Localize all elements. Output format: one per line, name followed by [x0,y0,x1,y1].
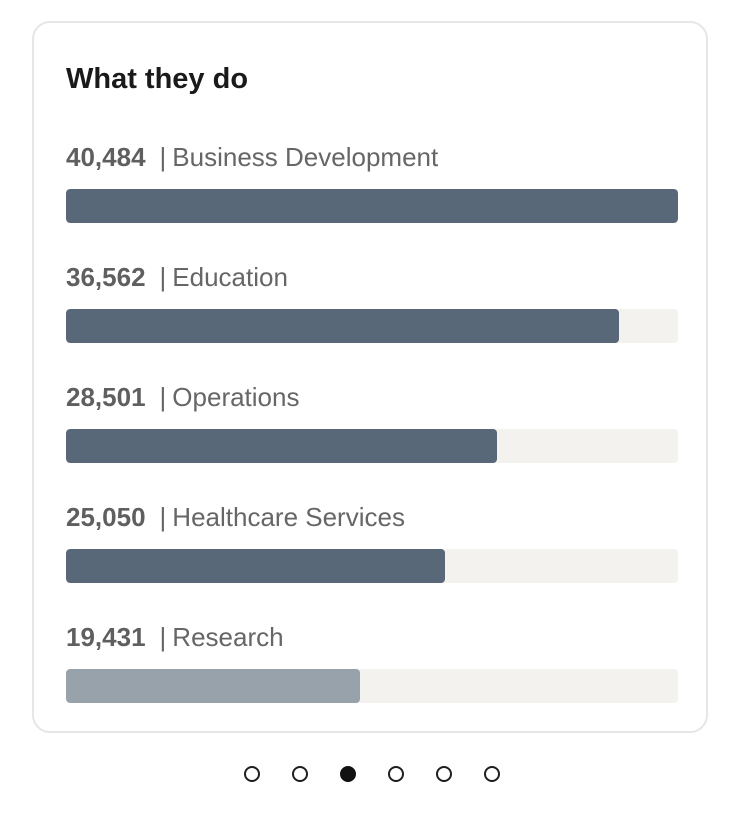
bar [66,549,445,583]
pagination-dot[interactable] [244,766,260,782]
pagination-dot[interactable] [436,766,452,782]
pagination-dot[interactable] [388,766,404,782]
bar-row: 36,562 | Education [66,257,678,343]
bar-category: Education [172,262,288,292]
bar-label: 40,484 | Business Development [66,137,678,177]
bar [66,429,497,463]
bar-row: 25,050 | Healthcare Services [66,497,678,583]
bar-label: 36,562 | Education [66,257,678,297]
what-they-do-card: What they do 40,484 | Business Development… [32,21,708,733]
bar-category: Healthcare Services [172,502,405,532]
bar-track [66,429,678,463]
bar-count: 40,484 [66,142,146,172]
bar-count: 28,501 [66,382,146,412]
bar-label: 25,050 | Healthcare Services [66,497,678,537]
pagination-dot-active[interactable] [340,766,356,782]
label-separator: | [159,502,167,532]
card-title: What they do [66,63,249,95]
label-separator: | [159,142,167,172]
bar-track [66,669,678,703]
bar-row: 40,484 | Business Development [66,137,678,223]
bar-category: Research [172,622,284,652]
bar-label: 19,431 | Research [66,617,678,657]
pagination-dot[interactable] [484,766,500,782]
bar-label: 28,501 | Operations [66,377,678,417]
bar-track [66,549,678,583]
bar [66,309,619,343]
bar-count: 25,050 [66,502,146,532]
bar [66,189,678,223]
bar-track [66,309,678,343]
bar-row: 28,501 | Operations [66,377,678,463]
bar-count: 36,562 [66,262,146,292]
bar-row: 19,431 | Research [66,617,678,703]
pagination-dot[interactable] [292,766,308,782]
label-separator: | [159,262,167,292]
bar-category: Operations [172,382,300,412]
bar [66,669,360,703]
label-separator: | [159,622,167,652]
carousel-pagination [0,766,744,786]
label-separator: | [159,382,167,412]
bar-track [66,189,678,223]
bar-count: 19,431 [66,622,146,652]
bar-category: Business Development [172,142,439,172]
